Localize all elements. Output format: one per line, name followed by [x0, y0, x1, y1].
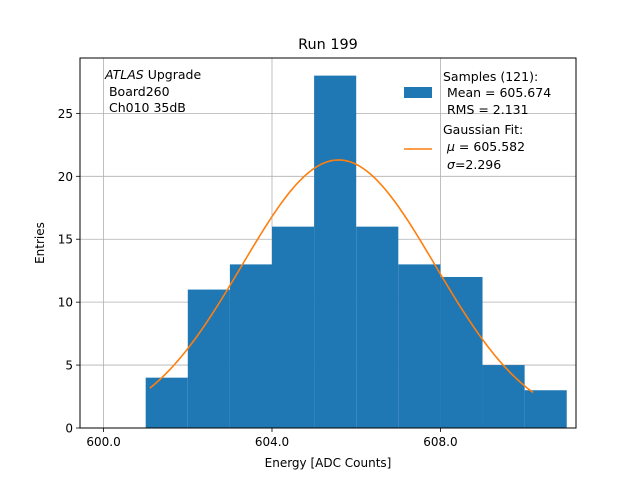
x-tick-label: 608.0 [423, 435, 457, 449]
gaussian-fit-curve [149, 159, 534, 394]
histogram-bar [187, 289, 230, 428]
annotation-line-3: Ch010 35dB [105, 100, 186, 115]
annotation-upgrade: Upgrade [144, 67, 202, 82]
y-tick-label: 25 [58, 107, 73, 121]
y-tick-label: 5 [65, 359, 73, 373]
chart-title: Run 199 [298, 37, 358, 53]
histogram-bar [398, 264, 441, 428]
legend-mu-symbol: μ [446, 139, 455, 154]
legend-hist-swatch [404, 87, 432, 98]
y-tick-label: 20 [58, 170, 73, 184]
x-axis-ticks: 600.0 604.0 608.0 [86, 428, 458, 449]
x-tick-label: 600.0 [86, 435, 120, 449]
legend-mu-value: = 605.582 [455, 139, 525, 154]
histogram-bar [524, 390, 567, 428]
histogram-bar [229, 264, 272, 428]
histogram-bar [356, 226, 399, 428]
legend-fit-line-1: Gaussian Fit: [443, 122, 523, 137]
y-tick-label: 10 [58, 296, 73, 310]
legend-hist-line-3: RMS = 2.131 [443, 102, 529, 117]
histogram-bar [482, 365, 525, 428]
histogram-bar [272, 226, 315, 428]
histogram-bar [314, 75, 357, 428]
annotation-line-1: ATLAS Upgrade [104, 67, 201, 82]
legend: Samples (121): Mean = 605.674 RMS = 2.13… [404, 69, 551, 172]
plot-frame [79, 57, 577, 429]
legend-sigma-value: =2.296 [455, 157, 501, 172]
y-tick-label: 0 [65, 422, 73, 436]
y-tick-label: 15 [58, 233, 73, 247]
legend-sigma-symbol: σ [447, 157, 456, 172]
legend-hist-line-2: Mean = 605.674 [443, 85, 551, 100]
gaussian-fit [149, 159, 534, 394]
histogram-bar [145, 377, 188, 428]
annotation-line-2: Board260 [105, 84, 170, 99]
legend-fit-sigma: σ=2.296 [447, 157, 501, 172]
annotation: ATLAS Upgrade Board260 Ch010 35dB [104, 67, 201, 115]
legend-fit-mu: μ = 605.582 [446, 139, 525, 154]
y-axis-ticks: 0 5 10 15 20 25 [58, 107, 80, 436]
annotation-atlas: ATLAS [104, 67, 144, 82]
x-tick-label: 604.0 [255, 435, 289, 449]
histogram-bar [440, 276, 483, 428]
x-axis-label: Energy [ADC Counts] [265, 456, 392, 470]
legend-hist-line-1: Samples (121): [443, 69, 538, 84]
histogram-bars [145, 75, 567, 428]
y-axis-label: Entries [33, 222, 47, 264]
